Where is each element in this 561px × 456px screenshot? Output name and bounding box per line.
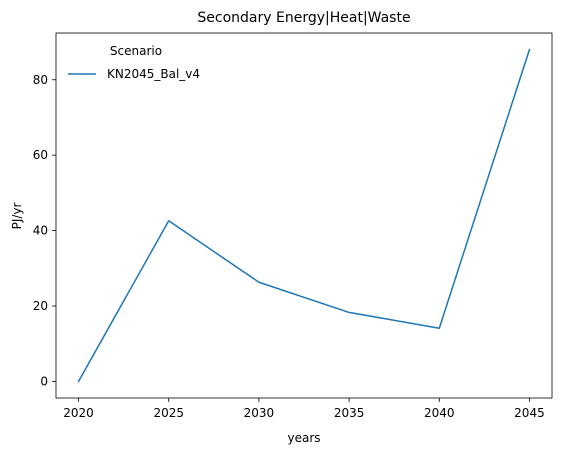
y-axis: 0 20 40 60 80 (33, 73, 56, 388)
x-axis-label: years (287, 431, 320, 445)
y-tick-label-60: 60 (33, 148, 48, 162)
y-axis-label: PJ/yr (10, 203, 24, 230)
x-tick-label-2020: 2020 (63, 406, 94, 420)
series-line-0 (77, 48, 531, 383)
y-tick-label-80: 80 (33, 73, 48, 87)
legend: Scenario KN2045_Bal_v4 (68, 44, 200, 81)
x-axis: 2020 2025 2030 2035 2040 2045 (63, 398, 545, 420)
legend-title: Scenario (110, 44, 162, 58)
plot-area (55, 32, 553, 399)
x-tick-label-2040: 2040 (424, 406, 455, 420)
x-tick-label-2025: 2025 (153, 406, 184, 420)
series-layer (77, 48, 531, 383)
y-tick-label-40: 40 (33, 224, 48, 238)
x-tick-label-2035: 2035 (334, 406, 365, 420)
x-tick-label-2030: 2030 (244, 406, 275, 420)
x-tick-label-2045: 2045 (514, 406, 545, 420)
y-tick-label-20: 20 (33, 299, 48, 313)
legend-label-kn2045-bal-v4: KN2045_Bal_v4 (107, 67, 200, 81)
chart-title: Secondary Energy|Heat|Waste (197, 10, 410, 26)
y-tick-label-0: 0 (40, 374, 48, 388)
